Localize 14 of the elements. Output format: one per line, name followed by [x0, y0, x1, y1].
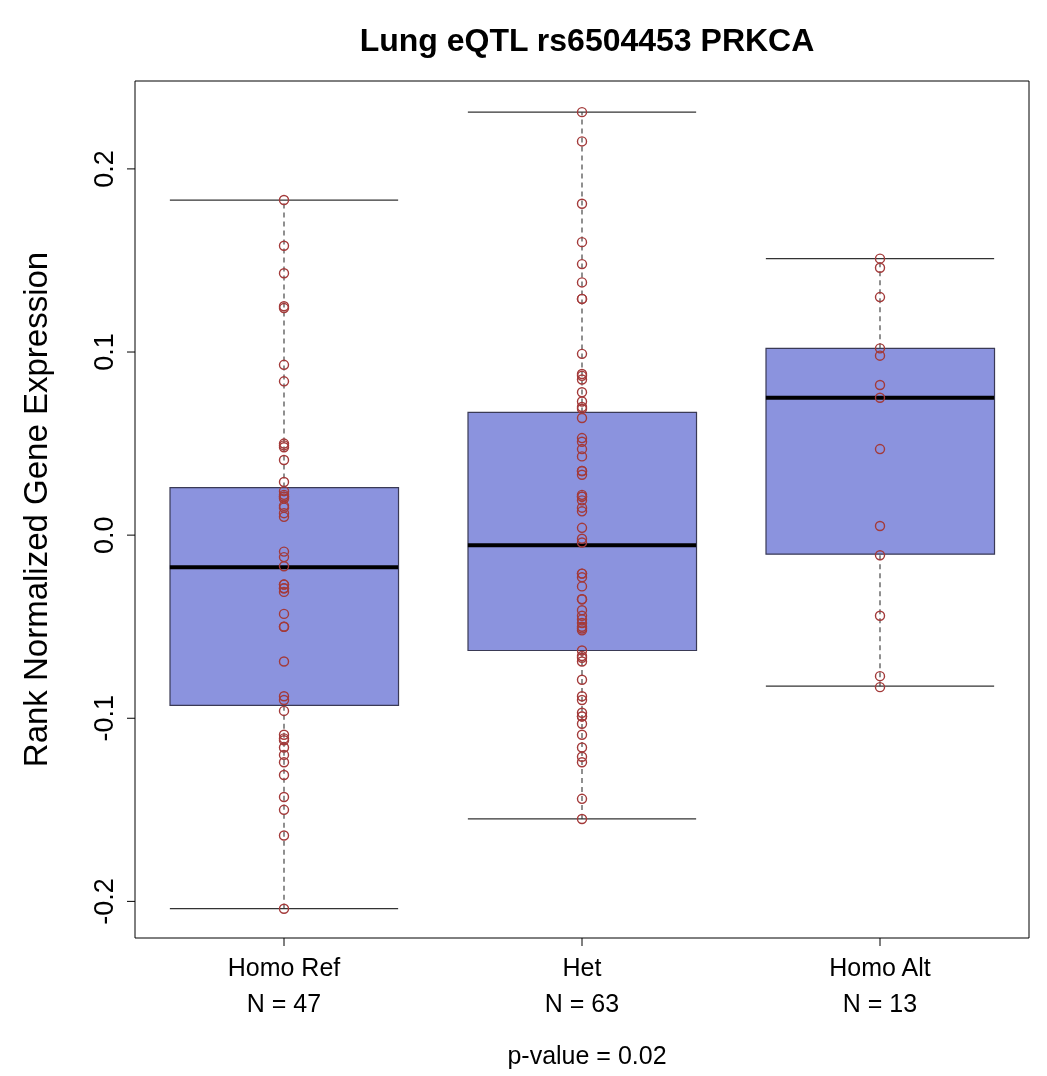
text: p-value = 0.02 [507, 1040, 667, 1070]
y-tick-label: -0.2 [89, 878, 119, 925]
text: N = 63 [544, 989, 620, 1017]
y-tick-label: 0.0 [89, 516, 119, 554]
x-tick-label: Homo Ref [227, 953, 341, 981]
x-tick-label: Het [562, 953, 602, 981]
chart-title: Lung eQTL rs6504453 PRKCA [358, 20, 816, 60]
y-axis-title: Rank Normalized Gene Expression [16, 251, 54, 768]
text: N = 47 [246, 989, 322, 1017]
text: N = 13 [842, 989, 918, 1017]
y-tick-label: 0.1 [89, 333, 119, 371]
y-tick-label: -0.1 [89, 694, 119, 742]
y-tick-label: 0.2 [89, 150, 119, 188]
x-tick-label: Homo Alt [829, 953, 931, 981]
